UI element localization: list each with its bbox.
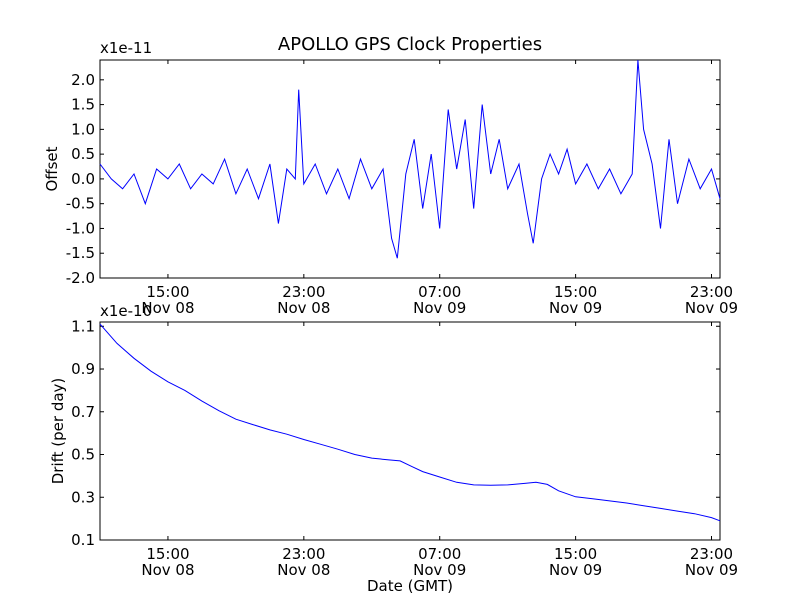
offset-y-axis-label: Offset (43, 146, 61, 191)
drift-x-tick-date: Nov 08 (277, 561, 330, 579)
drift-panel: x1e-10 Drift (per day) Date (GMT) 0.1 0.3… (49, 302, 738, 595)
drift-scale-text: x1e-10 (100, 302, 152, 320)
drift-x-axis-label: Date (GMT) (367, 577, 453, 595)
chart-title: APOLLO GPS Clock Properties (278, 34, 542, 55)
drift-x-tick-time: 23:00 (282, 545, 325, 563)
offset-y-tick-label: -1.0 (66, 219, 95, 237)
offset-y-tick-label: -1.5 (66, 244, 95, 262)
offset-y-tick-label: 1.5 (71, 96, 95, 114)
offset-x-tick-date: Nov 08 (141, 299, 194, 317)
offset-x-tick-time: 15:00 (554, 283, 597, 301)
drift-y-tick-label: 0.7 (71, 403, 95, 421)
drift-plot-area (99, 321, 721, 541)
drift-x-tick-date: Nov 09 (413, 561, 466, 579)
drift-x-tick-date: Nov 08 (141, 561, 194, 579)
offset-y-tick-label: 1.0 (71, 120, 95, 138)
offset-y-tick-label: 0.0 (71, 170, 95, 188)
offset-y-tick-label: -2.0 (66, 269, 95, 287)
drift-y-tick-label: 1.1 (71, 317, 95, 335)
drift-x-tick-date: Nov 09 (685, 561, 738, 579)
drift-y-tick-label: 0.3 (71, 488, 95, 506)
offset-x-tick-date: Nov 09 (413, 299, 466, 317)
offset-series-line (99, 59, 721, 259)
drift-x-tick-time: 15:00 (146, 545, 189, 563)
drift-y-axis-label: Drift (per day) (49, 378, 67, 485)
offset-x-tick-date: Nov 08 (277, 299, 330, 317)
drift-x-tick-date: Nov 09 (549, 561, 602, 579)
drift-y-tick-label: 0.9 (71, 360, 95, 378)
offset-scale-text: x1e-11 (100, 39, 152, 57)
offset-x-tick-time: 23:00 (690, 283, 733, 301)
drift-series-line (99, 323, 721, 522)
offset-plot-area (99, 59, 721, 279)
drift-x-tick-time: 07:00 (418, 545, 461, 563)
drift-x-tick-time: 15:00 (554, 545, 597, 563)
offset-y-tick-label: 0.5 (71, 145, 95, 163)
offset-y-tick-label: -0.5 (66, 195, 95, 213)
offset-x-tick-time: 23:00 (282, 283, 325, 301)
drift-x-tick-time: 23:00 (690, 545, 733, 563)
drift-y-tick-label: 0.5 (71, 446, 95, 464)
offset-x-tick-time: 15:00 (146, 283, 189, 301)
offset-panel: x1e-11 Offset -2.0 -1.5 -1.0 -0.5 0.0 0.5 1.0 1… (43, 39, 738, 317)
offset-x-tick-date: Nov 09 (685, 299, 738, 317)
offset-x-tick-time: 07:00 (418, 283, 461, 301)
offset-x-tick-date: Nov 09 (549, 299, 602, 317)
drift-y-tick-label: 0.1 (71, 531, 95, 549)
offset-y-tick-label: 2.0 (71, 71, 95, 89)
